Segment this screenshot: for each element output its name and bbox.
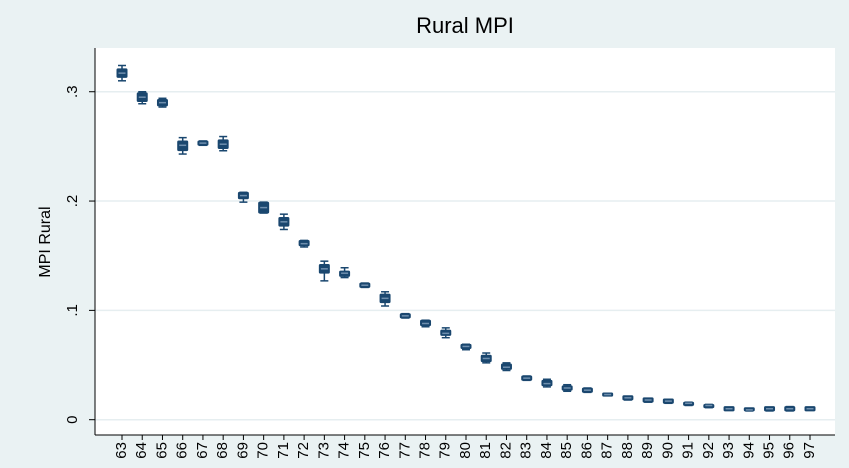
x-tick-label: 64 [133,442,150,459]
x-tick-label: 97 [801,442,818,459]
y-tick-label: .3 [64,85,81,98]
x-tick-label: 82 [497,442,514,459]
x-tick-label: 74 [336,442,353,459]
x-tick-label: 79 [437,442,454,459]
x-tick-label: 81 [477,442,494,459]
x-tick-label: 67 [194,442,211,459]
x-tick-label: 77 [396,442,413,459]
plot-area [95,48,835,435]
x-tick-label: 89 [639,442,656,459]
x-tick-label: 69 [234,442,251,459]
x-tick-label: 76 [376,442,393,459]
x-tick-label: 72 [295,442,312,459]
x-tick-label: 93 [720,442,737,459]
x-tick-label: 83 [518,442,535,459]
y-tick-label: .1 [64,304,81,317]
x-tick-label: 95 [760,442,777,459]
x-tick-label: 85 [558,442,575,459]
x-tick-label: 86 [578,442,595,459]
x-tick-label: 71 [275,442,292,459]
x-tick-label: 92 [700,442,717,459]
x-tick-label: 73 [315,442,332,459]
x-tick-label: 80 [457,442,474,459]
x-tick-label: 68 [214,442,231,459]
x-tick-label: 90 [659,442,676,459]
x-tick-label: 91 [680,442,697,459]
x-tick-label: 65 [153,442,170,459]
chart-title: Rural MPI [416,13,514,38]
x-tick-label: 66 [174,442,191,459]
y-axis-label: MPI Rural [37,206,54,277]
x-tick-label: 63 [113,442,130,459]
x-tick-label: 75 [356,442,373,459]
x-tick-label: 84 [538,442,555,459]
x-tick-label: 88 [619,442,636,459]
x-tick-label: 70 [255,442,272,459]
x-tick-label: 78 [416,442,433,459]
x-tick-label: 87 [599,442,616,459]
x-tick-label: 96 [781,442,798,459]
x-tick-label: 94 [740,442,757,459]
y-tick-label: .2 [64,195,81,208]
y-tick-label: 0 [64,416,81,424]
